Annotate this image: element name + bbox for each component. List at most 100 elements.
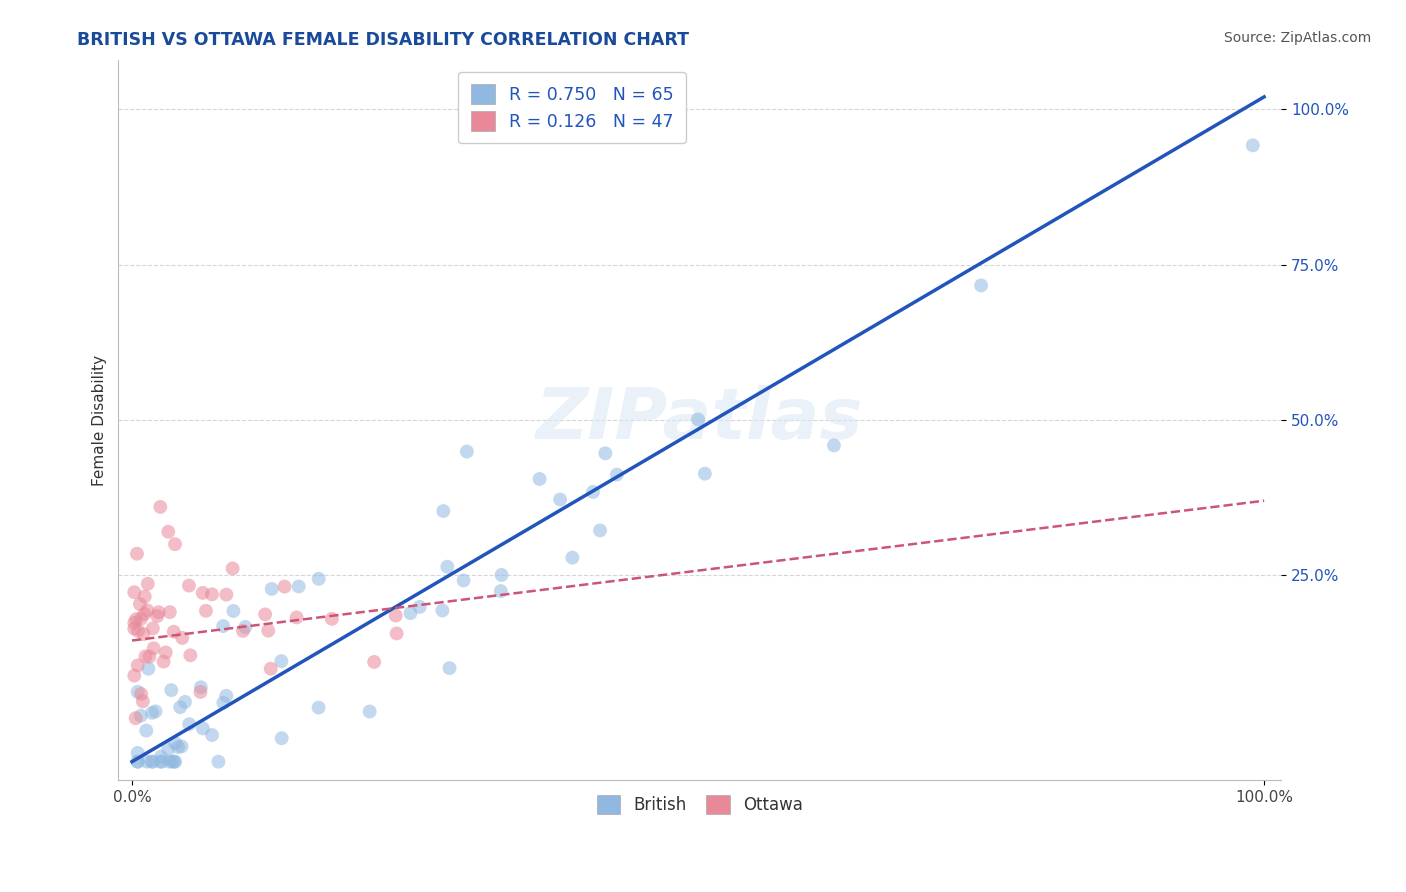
Point [1241,138,1264,153]
Point [142,755,165,769]
Point [582,484,605,499]
Point [127,755,149,769]
Legend: British, Ottawa: British, Ottawa [585,783,814,826]
Point [201,728,224,742]
Point [124,668,146,682]
Point [595,446,617,460]
Point [134,590,156,604]
Point [260,662,283,676]
Point [136,662,159,676]
Point [141,706,163,720]
Point [162,755,184,769]
Point [125,612,148,626]
Point [270,654,292,668]
Point [132,627,155,641]
Point [146,609,169,624]
Point [456,444,478,458]
Point [142,621,165,635]
Point [155,645,177,659]
Point [165,755,187,769]
Point [321,612,343,626]
Point [260,582,283,596]
Point [136,755,159,769]
Point [606,467,628,482]
Point [138,649,160,664]
Point [163,755,186,769]
Point [191,586,214,600]
Point [148,605,170,619]
Point [399,606,422,620]
Point [157,524,180,539]
Point [221,561,243,575]
Point [135,723,157,738]
Point [232,624,254,638]
Point [149,500,172,514]
Point [548,492,571,507]
Point [127,685,149,699]
Point [142,641,165,656]
Point [489,584,512,599]
Point [177,578,200,592]
Point [159,605,181,619]
Text: ZIPatlas: ZIPatlas [536,385,863,454]
Point [207,755,229,769]
Point [529,472,551,486]
Point [128,597,150,611]
Point [132,694,155,708]
Point [150,755,173,769]
Point [385,626,408,640]
Point [179,648,201,663]
Point [589,524,612,538]
Point [212,696,235,710]
Point [127,658,149,673]
Point [163,624,186,639]
Point [408,599,430,614]
Point [156,742,179,756]
Point [190,680,212,694]
Point [363,655,385,669]
Point [432,504,454,518]
Point [124,615,146,630]
Point [273,580,295,594]
Point [134,649,156,664]
Point [127,624,149,638]
Point [233,620,256,634]
Point [160,683,183,698]
Point [179,717,201,731]
Point [174,695,197,709]
Point [823,438,845,452]
Point [167,740,190,755]
Point [287,579,309,593]
Point [432,603,454,617]
Point [141,755,163,769]
Point [439,661,461,675]
Point [254,607,277,622]
Point [149,755,172,769]
Point [308,572,330,586]
Point [152,655,174,669]
Point [257,624,280,638]
Point [201,587,224,601]
Point [308,700,330,714]
Point [191,722,214,736]
Point [693,467,716,481]
Point [124,622,146,636]
Point [436,559,458,574]
Point [212,619,235,633]
Point [222,604,245,618]
Point [686,412,709,426]
Point [124,711,146,725]
Point [491,568,513,582]
Point [159,755,181,769]
Point [172,631,194,645]
Y-axis label: Female Disability: Female Disability [93,354,107,485]
Point [136,603,159,617]
Point [165,736,187,750]
Point [270,731,292,746]
Point [127,755,149,769]
Point [150,749,173,764]
Text: BRITISH VS OTTAWA FEMALE DISABILITY CORRELATION CHART: BRITISH VS OTTAWA FEMALE DISABILITY CORR… [77,31,689,49]
Point [129,612,152,626]
Point [215,588,238,602]
Point [970,278,993,293]
